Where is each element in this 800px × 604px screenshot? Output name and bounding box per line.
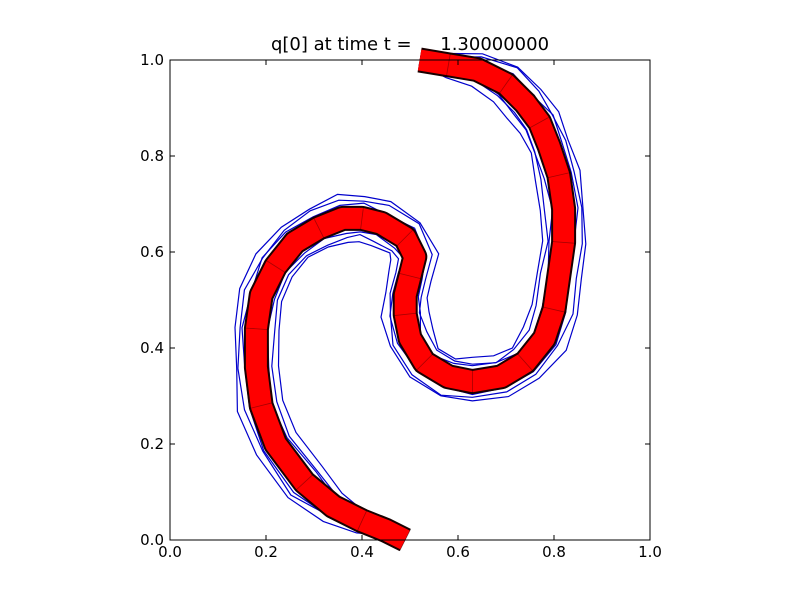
y-tick-label: 0.4	[140, 339, 164, 357]
mesh-line	[398, 272, 422, 280]
contour-line	[277, 52, 587, 541]
mesh-line	[396, 228, 414, 247]
contour-line	[264, 58, 576, 541]
contour-line	[234, 63, 544, 541]
mesh-line	[547, 172, 571, 179]
mesh-line	[446, 52, 451, 77]
axes: 0.0 0.2 0.4 0.6 0.8 1.0 0.0 0.2 0.4 0.6 0.8 1.0	[140, 51, 662, 561]
x-tick-label: 0.8	[542, 543, 566, 561]
y-tick-label: 0.2	[140, 435, 164, 453]
y-tick-label: 0.0	[140, 531, 164, 549]
mesh-line	[356, 509, 368, 532]
mesh-line	[542, 306, 566, 313]
y-tick-label: 0.8	[140, 147, 164, 165]
chart-title: q[0] at time t = 1.30000000	[270, 34, 550, 55]
y-tick-label: 0.6	[140, 243, 164, 261]
contour-line	[237, 62, 549, 542]
x-tick-label: 0.4	[350, 543, 374, 561]
mesh-line	[498, 73, 514, 95]
mesh-line	[265, 259, 286, 274]
mesh-line	[249, 402, 273, 409]
contour-line	[271, 56, 583, 543]
x-tick-label: 0.6	[446, 543, 470, 561]
mesh-line	[551, 241, 576, 244]
mesh-line	[360, 206, 364, 231]
x-tick-label: 0.0	[158, 543, 182, 561]
filled-band	[243, 47, 577, 552]
mesh-line	[313, 217, 325, 239]
x-tick-label: 1.0	[638, 543, 662, 561]
axes-frame	[169, 59, 651, 541]
x-tick-label: 0.2	[254, 543, 278, 561]
mesh-line	[516, 353, 534, 372]
mesh-line	[415, 353, 434, 372]
mesh-line	[295, 474, 314, 491]
mesh-line	[528, 116, 551, 129]
mesh-overlay	[244, 52, 576, 551]
y-tick-label: 1.0	[140, 51, 164, 69]
mesh-line	[393, 312, 418, 317]
band-fill	[245, 49, 575, 550]
mesh-line	[244, 327, 269, 330]
